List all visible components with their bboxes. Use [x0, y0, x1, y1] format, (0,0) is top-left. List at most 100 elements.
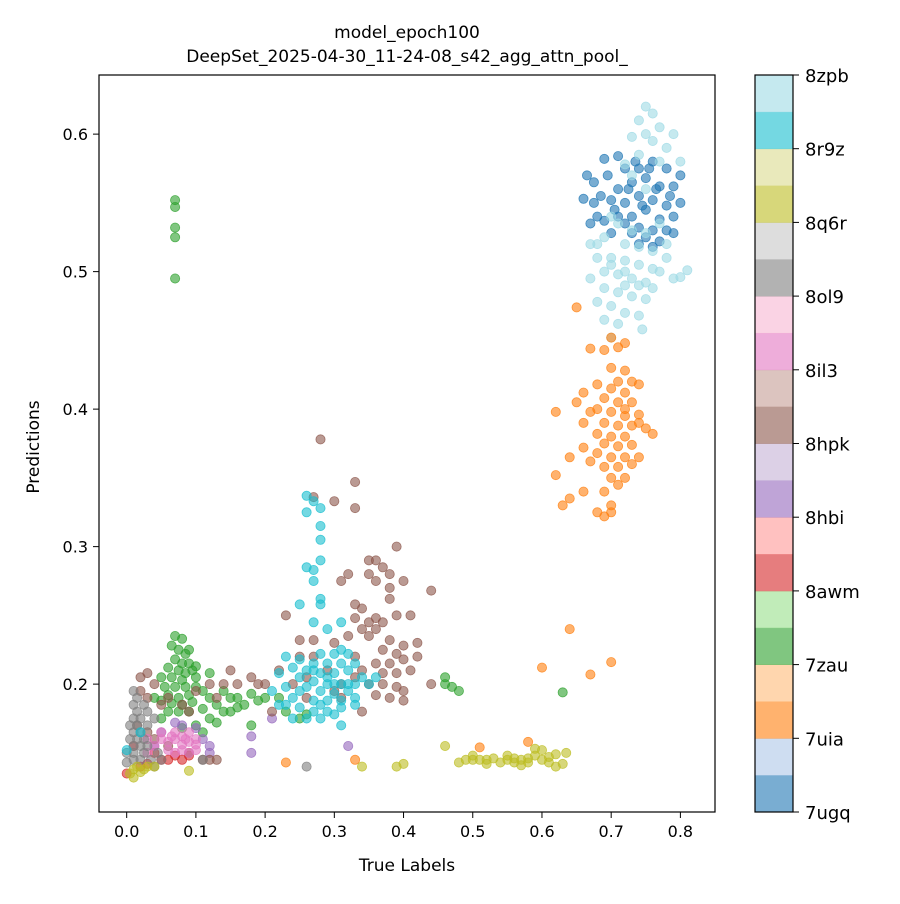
data-point — [588, 197, 599, 208]
data-point — [647, 135, 658, 146]
data-point — [426, 679, 437, 690]
data-point — [266, 706, 277, 717]
data-point — [585, 669, 596, 680]
data-point — [183, 765, 194, 776]
data-point — [640, 294, 651, 305]
data-point — [626, 459, 637, 470]
data-point — [336, 702, 347, 713]
data-point — [592, 252, 603, 263]
data-point — [266, 686, 277, 697]
data-point — [308, 665, 319, 676]
data-point — [599, 266, 610, 277]
colorbar-tick-label: 8ol9 — [805, 287, 844, 308]
data-point — [294, 654, 305, 665]
data-point — [225, 665, 236, 676]
data-point — [640, 184, 651, 195]
data-point — [620, 365, 631, 376]
data-point — [308, 676, 319, 687]
data-point — [135, 672, 146, 683]
data-point — [620, 452, 631, 463]
data-point — [606, 259, 617, 270]
colorbar-segment — [755, 664, 793, 702]
data-point — [315, 648, 326, 659]
data-point — [294, 672, 305, 683]
data-point — [613, 376, 624, 387]
data-point — [412, 637, 423, 648]
data-point — [370, 624, 381, 635]
data-point — [156, 699, 167, 710]
data-point — [633, 417, 644, 428]
data-point — [613, 397, 624, 408]
data-point — [626, 225, 637, 236]
data-point — [280, 610, 291, 621]
data-point — [308, 576, 319, 587]
data-point — [440, 741, 451, 752]
data-point — [356, 603, 367, 614]
data-point — [246, 720, 257, 731]
data-point — [626, 170, 637, 181]
data-point — [343, 741, 354, 752]
colorbar-segment — [755, 332, 793, 371]
colorbar-segment — [755, 296, 793, 334]
data-point — [315, 699, 326, 710]
data-point — [280, 651, 291, 662]
data-point — [578, 417, 589, 428]
x-axis: 0.0 0.1 0.2 0.3 0.4 0.5 0.6 0.7 0.8 — [114, 812, 693, 841]
y-tick-label: 0.3 — [63, 538, 88, 557]
colorbar-segment — [755, 590, 793, 629]
colorbar-tick-label: 8awm — [805, 582, 860, 603]
data-point — [308, 496, 319, 507]
data-point — [665, 190, 676, 201]
data-point — [640, 129, 651, 140]
data-point — [606, 383, 617, 394]
data-point — [260, 692, 271, 703]
data-point — [640, 101, 651, 112]
data-point — [232, 692, 243, 703]
data-point — [668, 228, 679, 239]
data-point — [125, 768, 136, 779]
data-point — [343, 569, 354, 580]
data-point — [599, 153, 610, 164]
colorbar-segment — [755, 627, 793, 665]
data-point — [592, 379, 603, 390]
data-point — [606, 657, 617, 668]
data-point — [467, 750, 478, 761]
data-point — [356, 672, 367, 683]
data-point — [626, 131, 637, 142]
data-point — [599, 438, 610, 449]
data-point — [578, 193, 589, 204]
data-point — [599, 511, 610, 522]
data-point — [626, 211, 637, 222]
data-point — [384, 692, 395, 703]
data-point — [474, 742, 485, 753]
data-point — [606, 362, 617, 373]
colorbar-segment — [755, 406, 793, 444]
x-tick-label: 0.1 — [183, 822, 208, 841]
data-point — [301, 490, 312, 501]
data-point — [329, 496, 340, 507]
data-point — [350, 658, 361, 669]
data-point — [620, 404, 631, 415]
data-point — [315, 503, 326, 514]
colorbar-tick-label: 8r9z — [805, 140, 845, 161]
data-point — [585, 456, 596, 467]
data-point — [564, 624, 575, 635]
data-point — [647, 283, 658, 294]
colorbar-tick-label: 7uia — [805, 729, 844, 750]
data-point — [170, 273, 181, 284]
data-point — [156, 754, 167, 765]
data-point — [132, 692, 143, 703]
data-point — [592, 404, 603, 415]
data-point — [329, 688, 340, 699]
data-point — [308, 617, 319, 628]
data-point — [377, 679, 388, 690]
data-point — [537, 662, 548, 673]
data-point — [633, 280, 644, 291]
data-point — [620, 431, 631, 442]
data-point — [156, 727, 167, 738]
data-point — [640, 173, 651, 184]
data-point — [633, 379, 644, 390]
data-point — [578, 442, 589, 453]
data-point — [350, 754, 361, 765]
data-point — [640, 423, 651, 434]
